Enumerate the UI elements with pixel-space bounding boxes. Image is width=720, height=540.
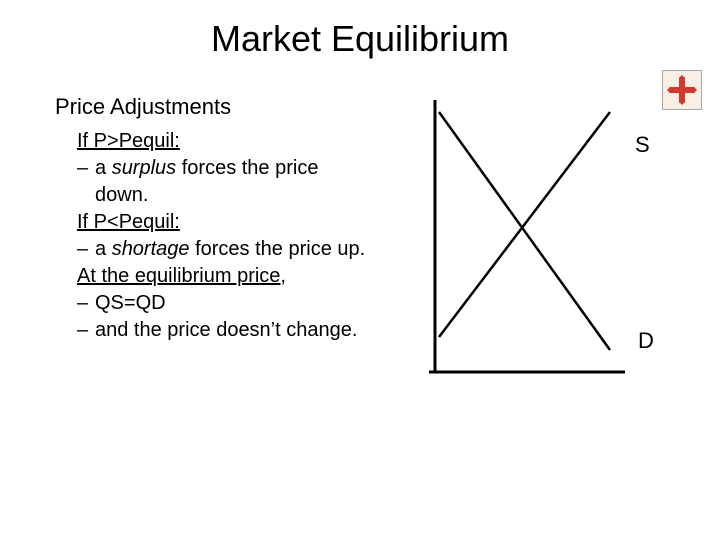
dash-icon: – xyxy=(77,155,95,182)
dash-icon: – xyxy=(77,317,95,344)
chart-column: S D xyxy=(375,92,680,412)
dash-icon: – xyxy=(77,290,95,317)
slide-logo-icon xyxy=(662,70,702,110)
bullet-4: – and the price doesn’t change. xyxy=(77,317,375,344)
dash-icon: – xyxy=(77,236,95,263)
bullet-4-text: and the price doesn’t change. xyxy=(95,317,375,344)
bullet-3-text: QS=QD xyxy=(95,290,375,317)
bullet-1-text: a surplus forces the price down. xyxy=(95,155,375,209)
bullet-2-text: a shortage forces the price up. xyxy=(95,236,375,263)
condition-3: At the equilibrium price, xyxy=(77,263,375,290)
content-area: Price Adjustments If P>Pequil: – a surpl… xyxy=(0,92,720,412)
subheading: Price Adjustments xyxy=(55,92,375,122)
condition-2: If P<Pequil: xyxy=(77,209,375,236)
demand-label: D xyxy=(638,328,654,354)
condition-1: If P>Pequil: xyxy=(77,128,375,155)
body-text: If P>Pequil: – a surplus forces the pric… xyxy=(55,128,375,344)
bullet-2: – a shortage forces the price up. xyxy=(77,236,375,263)
text-column: Price Adjustments If P>Pequil: – a surpl… xyxy=(55,92,375,412)
bullet-1: – a surplus forces the price down. xyxy=(77,155,375,209)
bullet-3: – QS=QD xyxy=(77,290,375,317)
page-title: Market Equilibrium xyxy=(0,0,720,92)
supply-label: S xyxy=(635,132,650,158)
supply-demand-chart xyxy=(395,92,645,392)
cross-icon xyxy=(667,75,697,105)
